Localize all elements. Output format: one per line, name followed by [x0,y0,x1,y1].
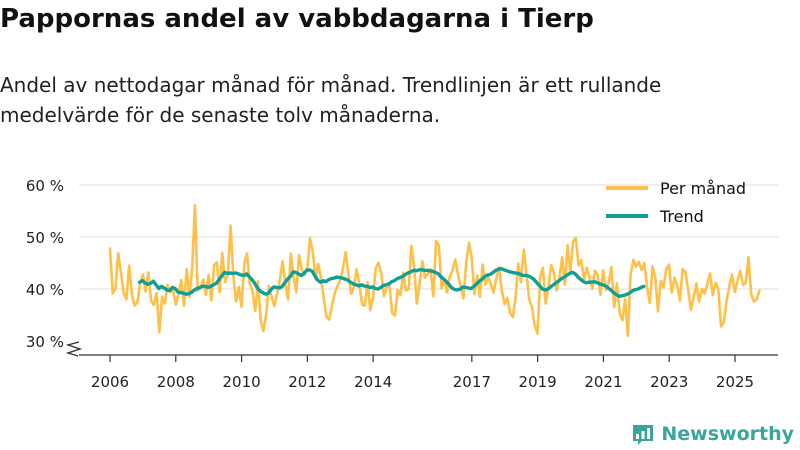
y-axis-break-icon [65,341,83,357]
bar-chart-logo-icon [633,425,654,445]
y-axis-ticks: 30 % 40 % 50 % 60 % [26,177,64,351]
x-tick-label: 2012 [288,373,326,391]
chart-subtitle: Andel av nettodagar månad för månad. Tre… [0,73,662,127]
x-tick-label: 2010 [222,373,260,391]
brand-name: Newsworthy [661,423,794,445]
y-tick-label: 30 % [26,333,64,351]
x-tick-label: 2023 [650,373,688,391]
x-tick-label: 2017 [453,373,491,391]
x-tick-label: 2006 [91,373,129,391]
x-tick-label: 2008 [157,373,195,391]
x-tick-label: 2025 [716,373,754,391]
x-tick-label: 2021 [584,373,622,391]
legend-label-trend: Trend [659,207,704,226]
series-monthly-line [108,204,761,338]
legend: Per månad Trend [606,179,746,226]
series-layer [108,204,761,338]
x-tick-label: 2014 [354,373,392,391]
y-tick-label: 60 % [26,177,64,195]
legend-label-monthly: Per månad [660,179,746,198]
x-tick-label: 2019 [519,373,557,391]
x-axis-ticks: 2006 2008 2010 2012 2014 2017 2019 2021 2023 2025 [91,355,754,391]
series-trend-line [137,267,646,298]
y-tick-label: 50 % [26,229,64,247]
chart-title: Pappornas andel av vabbdagarna i Tierp [0,4,594,34]
y-tick-label: 40 % [26,281,64,299]
newsworthy-brand: Newsworthy [631,421,794,447]
